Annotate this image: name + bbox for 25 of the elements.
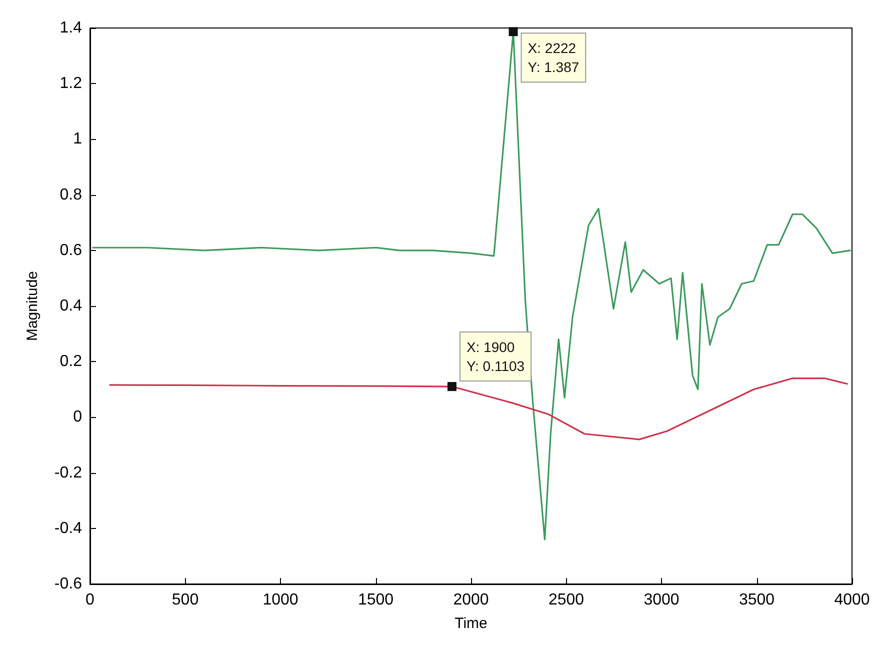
x-tick-label: 2500 [548,592,584,608]
y-tick-label: -0.4 [54,520,82,537]
y-tick-label: 0 [73,408,82,426]
y-tick-label: 0.4 [60,298,82,314]
x-tick-label: 3500 [738,592,775,608]
x-tick-label: 4000 [834,592,870,608]
y-tick-label: 1 [73,130,82,148]
y-tick-label: 0.6 [60,242,82,259]
y-tick-label: 1.4 [60,20,82,36]
y-tick-label: 1.2 [60,75,82,92]
annotation: X: 1900 Y: 0.1103 [466,339,525,374]
line-series [109,377,848,440]
x-axis-title: Time [454,615,488,632]
x-tick-label: 1000 [262,592,298,608]
y-tick-label: 0.2 [60,353,82,370]
x-tick-label: 1500 [358,592,394,608]
x-tick-label: 2000 [453,592,489,608]
annotation: X: 2222 Y: 1.387 [528,40,580,76]
x-tick-label: 0 [86,592,95,608]
x-tick-label: 3000 [644,592,680,608]
y-tick-label: -0.6 [54,576,82,592]
y-axis-title: Magnitude [24,270,41,342]
y-tick-label: -0.2 [54,464,82,482]
y-tick-label: 0.8 [60,186,82,204]
x-tick-label: 500 [172,592,199,608]
